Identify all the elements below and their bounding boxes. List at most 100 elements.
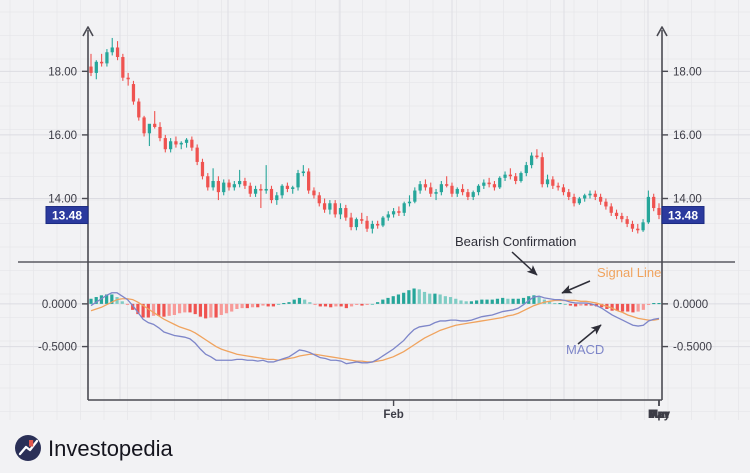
candle-body [174,141,178,145]
candle-body [126,77,130,80]
candle-body [567,192,571,197]
investopedia-logo[interactable]: Investopedia [15,435,174,461]
candle-body [115,47,120,58]
histogram-bar [584,303,588,306]
candle-body [333,203,337,215]
histogram-bar [547,301,552,304]
candle-body [381,217,385,226]
candle-body [551,179,555,186]
histogram-bar [308,302,312,304]
candle-body [556,185,560,188]
histogram-bar [146,303,150,318]
price-tick-label-left: 14.00 [48,193,77,205]
histogram-bar [334,303,338,307]
logo-wordmark: Investopedia [48,436,174,461]
histogram-bar [120,301,124,304]
price-badge-left[interactable]: 13.48 [45,206,89,225]
grid-lines [0,0,750,400]
candle-body [524,165,528,174]
candlestick-series [89,37,661,234]
candle-body [89,66,93,73]
candle-body [163,138,167,150]
annotation-bearish-confirmation: Bearish Confirmation [455,234,576,276]
candle-body [646,196,651,223]
histogram-bar [448,297,453,304]
histogram-bar [370,303,374,305]
histogram-bar [626,303,630,312]
candle-body [397,211,401,213]
histogram-bar [365,303,369,305]
histogram-bar [360,303,364,306]
histogram-bar [600,303,604,308]
candle-body [317,195,321,204]
candle-body [312,190,316,196]
price-badge-box [661,206,705,225]
histogram-bar [407,290,411,304]
candle-body [598,196,603,202]
candle-body [121,57,125,78]
candle-body [105,52,109,64]
candle-body [593,193,597,197]
histogram-bar [495,298,500,304]
candle-body [439,184,443,193]
histogram-bar [532,295,536,304]
histogram-bar [235,303,239,309]
price-badge-label: 13.48 [668,209,698,223]
histogram-bar [469,301,474,304]
histogram-bar [323,303,328,307]
candle-body [413,190,417,202]
histogram-bar [282,303,286,305]
candle-body [259,188,263,191]
candle-body [508,174,512,177]
candle-body [142,117,146,134]
macd-line-path [90,292,660,365]
candle-body [94,61,98,73]
candle-body [471,192,475,197]
histogram-bar [230,303,234,312]
logo-chevron-icon [18,439,39,456]
candle-body [466,192,470,197]
histogram-bar [490,299,494,304]
candle-body [307,171,311,191]
candle-body [476,185,481,193]
annotation-label: MACD [566,342,604,357]
candle-body [514,176,518,182]
candle-body [445,184,449,186]
candle-body [365,220,369,229]
candle-body [285,185,290,189]
candle-body [376,223,380,226]
histogram-bar [219,303,223,315]
histogram-bar [641,303,645,310]
histogram-bar [250,303,255,308]
month-tick-label: Mar [649,409,670,421]
histogram-bar [589,303,593,306]
histogram-bar [501,297,505,304]
candle-body [561,187,566,193]
histogram-bar [563,303,567,305]
candle-body [227,182,231,188]
price-axis-ticks: 18.00 16.00 14.00 18.00 16.00 14.00 [48,66,702,205]
histogram-bar [579,303,583,306]
histogram-bar [151,303,156,316]
histogram-bar [136,303,140,315]
candle-body [243,181,247,186]
histogram-bar [610,303,614,311]
histogram-bar [475,300,479,304]
candle-body [137,101,141,118]
histogram-bar [266,303,270,307]
candle-body [529,155,534,166]
histogram-bar [188,303,192,313]
price-badge-right[interactable]: 13.48 [661,206,705,225]
histogram-bar [574,303,578,307]
candle-body [492,184,497,188]
histogram-bar [141,303,145,318]
histogram-bar [261,303,265,306]
candle-body [588,193,592,196]
candle-body [248,185,252,194]
candle-body [301,171,305,174]
candle-body [280,185,284,196]
candle-body [147,123,152,134]
histogram-bar [636,303,640,312]
histogram-bar [402,292,406,304]
